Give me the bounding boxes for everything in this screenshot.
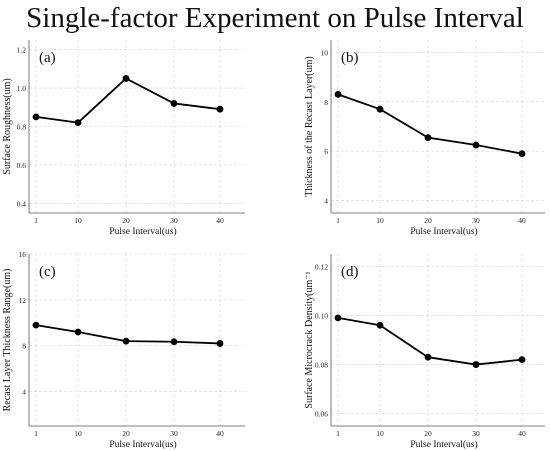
y-tick-label: 0.10	[315, 311, 328, 320]
x-tick-label: 10	[74, 429, 82, 438]
y-axis-label: Recast Layer Thickness Range(um)	[2, 269, 13, 412]
y-tick-label: 0.06	[315, 410, 328, 419]
y-tick-label: 0.8	[17, 123, 27, 132]
x-tick-label: 10	[376, 216, 384, 225]
series-line	[35, 77, 221, 124]
y-tick-label: 1.0	[17, 84, 27, 93]
chart-panel-1: 0.4 0.6 0.8 1.0 1.2 1 10 20 30 40 Pulse Interval(u…	[2, 40, 245, 237]
x-axis-label: Pulse Interval(us)	[410, 226, 477, 237]
x-tick-label: 10	[74, 216, 82, 225]
x-tick-label: 20	[424, 429, 432, 438]
x-tick-label: 20	[122, 429, 130, 438]
data-point	[170, 100, 178, 107]
y-axis-label: Thickness of the Recast Layer(um)	[304, 56, 315, 197]
data-point	[170, 338, 178, 346]
x-tick-label: 1	[336, 216, 340, 225]
x-axis-label: Pulse Interval(us)	[109, 439, 176, 450]
data-point	[376, 321, 384, 329]
y-tick-label: 6	[324, 147, 328, 156]
data-point	[74, 119, 82, 127]
x-tick-label: 40	[518, 429, 526, 438]
y-tick-label: 4	[324, 197, 328, 206]
x-tick-label: 40	[216, 216, 224, 225]
figure-title: Single-factor Experiment on Pulse Interv…	[26, 2, 524, 34]
panel-label: (b)	[341, 50, 359, 66]
panel-label: (a)	[39, 50, 56, 66]
data-point	[472, 361, 480, 368]
data-point	[32, 321, 40, 329]
x-tick-label: 1	[34, 429, 38, 438]
data-point	[424, 353, 432, 361]
data-point	[122, 337, 130, 345]
data-point	[32, 113, 40, 121]
x-tick-label: 30	[472, 429, 480, 438]
y-tick-label: 0.6	[17, 161, 27, 170]
data-point	[518, 356, 526, 364]
data-point	[334, 314, 342, 322]
y-tick-label: 1.2	[17, 46, 27, 55]
y-tick-label: 4	[22, 388, 26, 397]
data-point	[518, 150, 526, 158]
x-tick-label: 40	[216, 429, 224, 438]
y-axis-label: Surface Roughness(um)	[2, 78, 13, 174]
y-axis-label: Surface Microcrack Density(um⁻¹	[304, 271, 315, 408]
chart-panel-4: 0.06 0.08 0.10 0.12 1 10 20 30 40 Pulse Interval(…	[304, 254, 545, 450]
y-tick-label: 10	[321, 48, 329, 57]
data-point	[472, 141, 480, 149]
data-point	[216, 105, 224, 113]
data-point	[122, 75, 130, 82]
chart-panel-3: 4 8 12 16 1 10 20 30 40 Pulse Interval(us) Recast …	[2, 250, 245, 450]
y-tick-label: 12	[19, 296, 27, 305]
data-point	[424, 134, 432, 142]
x-tick-label: 20	[424, 216, 432, 225]
y-tick-label: 0.08	[315, 361, 328, 370]
y-tick-label: 8	[324, 98, 328, 107]
y-tick-label: 0.12	[315, 262, 328, 271]
data-point	[334, 90, 342, 98]
chart-panel-2: 4 6 8 10 1 10 20 30 40 Pulse Interval(us) Thicknes…	[304, 40, 545, 237]
data-point	[74, 328, 82, 336]
x-tick-label: 30	[170, 429, 178, 438]
x-tick-label: 1	[34, 216, 38, 225]
x-axis-label: Pulse Interval(us)	[109, 226, 176, 237]
x-tick-label: 20	[122, 216, 130, 225]
panel-label: (d)	[341, 264, 359, 280]
y-tick-label: 8	[22, 342, 26, 351]
x-tick-label: 1	[336, 429, 340, 438]
x-axis-label: Pulse Interval(us)	[410, 439, 477, 450]
x-tick-label: 10	[376, 429, 384, 438]
y-tick-label: 16	[19, 250, 27, 259]
y-tick-label: 0.4	[17, 199, 27, 208]
data-point	[216, 340, 224, 347]
x-tick-label: 30	[472, 216, 480, 225]
data-point	[376, 105, 384, 113]
x-tick-label: 40	[518, 216, 526, 225]
panel-label: (c)	[39, 264, 56, 280]
series-line	[337, 93, 523, 155]
x-tick-label: 30	[170, 216, 178, 225]
